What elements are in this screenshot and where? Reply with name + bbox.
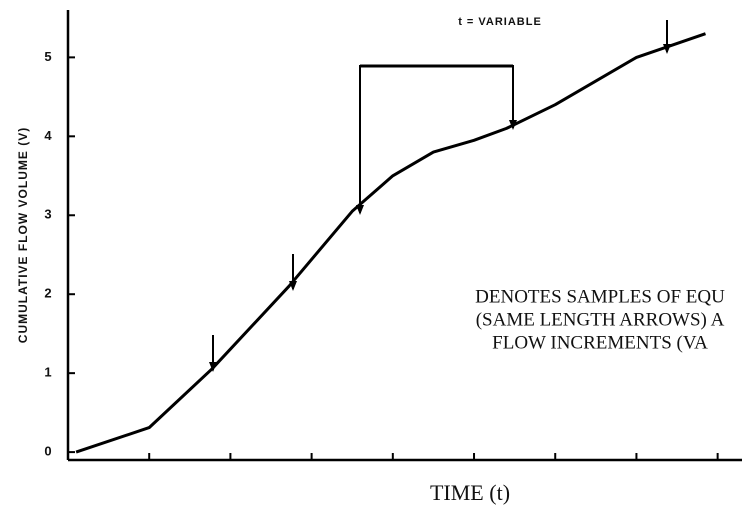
y-tick-label: 5 [44, 49, 51, 64]
flow-curve [75, 32, 706, 454]
x-axis-label: TIME (t) [430, 480, 510, 505]
sample-arrows [212, 20, 668, 370]
annotation: FLOW INCREMENTS (VA [492, 332, 708, 353]
annotation: DENOTES SAMPLES OF EQU [475, 286, 725, 307]
y-tick-label: 2 [44, 286, 51, 301]
annotation: (SAME LENGTH ARROWS) A [476, 309, 725, 330]
y-tick-label: 0 [44, 444, 51, 459]
y-axis-label: CUMULATIVE FLOW VOLUME (V) [16, 127, 30, 343]
y-tick-label: 4 [44, 128, 52, 143]
annotation: t = VARIABLE [458, 16, 542, 28]
y-tick-label: 3 [44, 207, 51, 222]
y-tick-label: 1 [44, 365, 51, 380]
